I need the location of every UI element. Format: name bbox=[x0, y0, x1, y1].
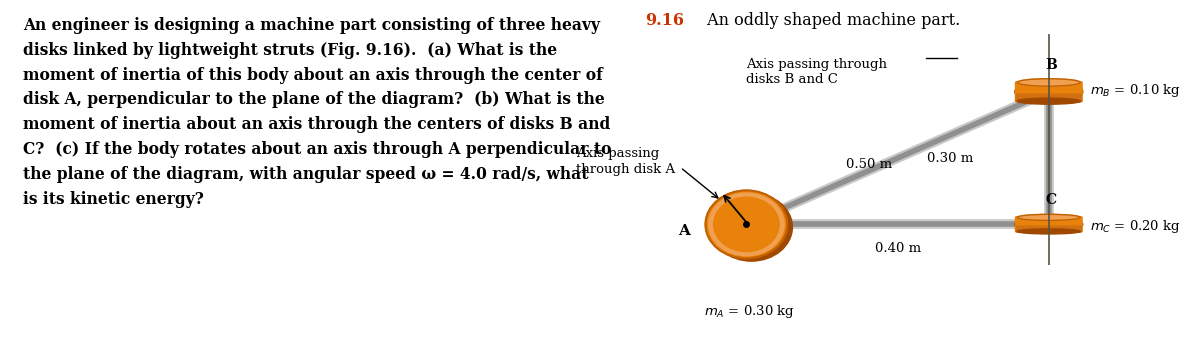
FancyBboxPatch shape bbox=[1015, 94, 1082, 102]
Ellipse shape bbox=[706, 190, 787, 258]
Text: C: C bbox=[1045, 193, 1056, 207]
Text: 9.16: 9.16 bbox=[646, 12, 684, 29]
Text: An oddly shaped machine part.: An oddly shaped machine part. bbox=[702, 12, 960, 29]
Text: 0.50 m: 0.50 m bbox=[846, 158, 893, 171]
Text: A: A bbox=[678, 224, 690, 238]
Ellipse shape bbox=[1018, 214, 1080, 220]
Ellipse shape bbox=[709, 193, 784, 256]
Ellipse shape bbox=[714, 197, 779, 252]
Text: 0.40 m: 0.40 m bbox=[875, 242, 920, 255]
FancyBboxPatch shape bbox=[1015, 81, 1082, 103]
Text: An engineer is designing a machine part consisting of three heavy
disks linked b: An engineer is designing a machine part … bbox=[23, 17, 611, 208]
Ellipse shape bbox=[1018, 229, 1080, 234]
Text: Axis passing through
disks B and C: Axis passing through disks B and C bbox=[746, 58, 888, 86]
Ellipse shape bbox=[1015, 82, 1082, 102]
Ellipse shape bbox=[1018, 79, 1080, 86]
Text: $m_C$ = 0.20 kg: $m_C$ = 0.20 kg bbox=[1090, 218, 1181, 235]
Text: 0.30 m: 0.30 m bbox=[926, 152, 973, 165]
Ellipse shape bbox=[710, 193, 792, 261]
Ellipse shape bbox=[1018, 98, 1080, 104]
Ellipse shape bbox=[1015, 216, 1082, 233]
FancyBboxPatch shape bbox=[1015, 225, 1082, 233]
Text: $m_B$ = 0.10 kg: $m_B$ = 0.10 kg bbox=[1090, 82, 1181, 99]
Text: Axis passing
through disk A: Axis passing through disk A bbox=[576, 148, 676, 175]
Text: B: B bbox=[1045, 58, 1056, 72]
FancyBboxPatch shape bbox=[1015, 216, 1082, 233]
Text: $m_A$ = 0.30 kg: $m_A$ = 0.30 kg bbox=[704, 303, 796, 320]
